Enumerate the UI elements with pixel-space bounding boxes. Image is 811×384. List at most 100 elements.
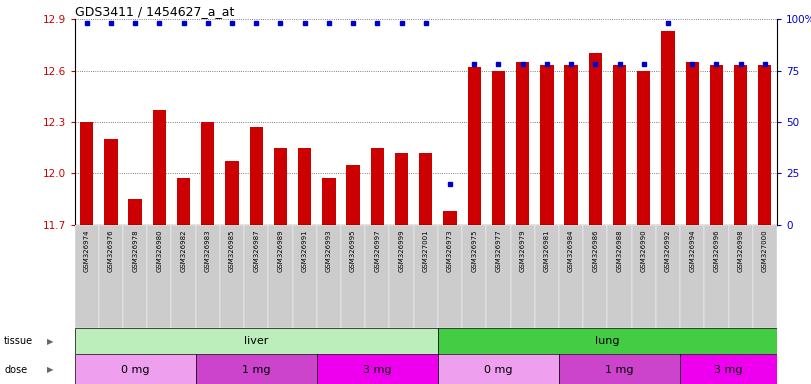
Text: GSM326977: GSM326977 [496,230,501,273]
Bar [293,225,317,328]
Bar [728,225,753,328]
Bar [710,65,723,225]
Bar [148,225,171,328]
Text: GSM326981: GSM326981 [544,230,550,273]
Bar [438,354,559,384]
Text: GSM326988: GSM326988 [616,230,623,273]
Bar [298,147,311,225]
Bar [371,147,384,225]
Text: GSM326996: GSM326996 [714,230,719,273]
Bar [419,153,432,225]
Bar [758,65,771,225]
Bar [346,165,360,225]
Bar [220,225,244,328]
Bar [516,62,530,225]
Bar [589,53,602,225]
Bar [704,225,728,328]
Bar [225,161,238,225]
Bar [389,225,414,328]
Bar [583,225,607,328]
Bar [123,225,148,328]
Bar [395,153,408,225]
Bar [468,67,481,225]
Bar [661,31,675,225]
Text: GSM326978: GSM326978 [132,230,138,273]
Text: GDS3411 / 1454627_a_at: GDS3411 / 1454627_a_at [75,5,234,18]
Bar [317,354,438,384]
Bar [250,127,263,225]
Text: GSM326985: GSM326985 [229,230,235,272]
Text: 3 mg: 3 mg [363,364,392,375]
Text: GSM326994: GSM326994 [689,230,695,272]
Text: tissue: tissue [4,336,33,346]
Bar [201,122,214,225]
Bar [680,354,777,384]
Bar [244,225,268,328]
Text: GSM327000: GSM327000 [762,230,768,273]
Text: GSM326983: GSM326983 [205,230,211,273]
Bar [274,147,287,225]
Bar [680,225,704,328]
Bar [322,179,336,225]
Text: GSM326986: GSM326986 [592,230,599,273]
Text: 0 mg: 0 mg [484,364,513,375]
Text: GSM326975: GSM326975 [471,230,477,272]
Bar [444,211,457,225]
Bar [80,122,93,225]
Bar [75,328,438,354]
Bar [414,225,438,328]
Text: GSM326998: GSM326998 [738,230,744,273]
Bar [268,225,293,328]
Bar [491,71,505,225]
Text: 0 mg: 0 mg [121,364,149,375]
Bar [632,225,656,328]
Text: GSM326973: GSM326973 [447,230,453,273]
Text: 1 mg: 1 mg [242,364,271,375]
Text: GSM326995: GSM326995 [350,230,356,272]
Bar [177,179,191,225]
Bar [656,225,680,328]
Bar [734,65,747,225]
Text: GSM326991: GSM326991 [302,230,307,273]
Bar [511,225,534,328]
Text: GSM326976: GSM326976 [108,230,114,273]
Bar [637,71,650,225]
Text: 1 mg: 1 mg [605,364,633,375]
Text: GSM326993: GSM326993 [326,230,332,273]
Text: GSM326992: GSM326992 [665,230,671,272]
Bar [559,354,680,384]
Text: GSM326980: GSM326980 [157,230,162,273]
Bar [438,328,777,354]
Bar [487,225,511,328]
Bar [195,354,317,384]
Text: GSM326997: GSM326997 [375,230,380,273]
Text: GSM327001: GSM327001 [423,230,429,273]
Bar [564,65,577,225]
Text: liver: liver [244,336,268,346]
Bar [559,225,583,328]
Bar [75,225,99,328]
Bar [99,225,123,328]
Text: GSM326987: GSM326987 [253,230,260,273]
Text: GSM326982: GSM326982 [181,230,187,272]
Bar [685,62,699,225]
Bar [753,225,777,328]
Text: lung: lung [595,336,620,346]
Text: GSM326984: GSM326984 [568,230,574,272]
Text: GSM326979: GSM326979 [520,230,526,273]
Bar [462,225,487,328]
Text: ▶: ▶ [47,365,54,374]
Bar [75,354,195,384]
Bar [607,225,632,328]
Text: ▶: ▶ [47,337,54,346]
Text: GSM326974: GSM326974 [84,230,90,272]
Text: GSM326990: GSM326990 [641,230,646,273]
Bar [128,199,142,225]
Bar [534,225,559,328]
Bar [171,225,195,328]
Bar [317,225,341,328]
Bar [613,65,626,225]
Bar [438,225,462,328]
Bar [540,65,554,225]
Text: GSM326999: GSM326999 [398,230,405,273]
